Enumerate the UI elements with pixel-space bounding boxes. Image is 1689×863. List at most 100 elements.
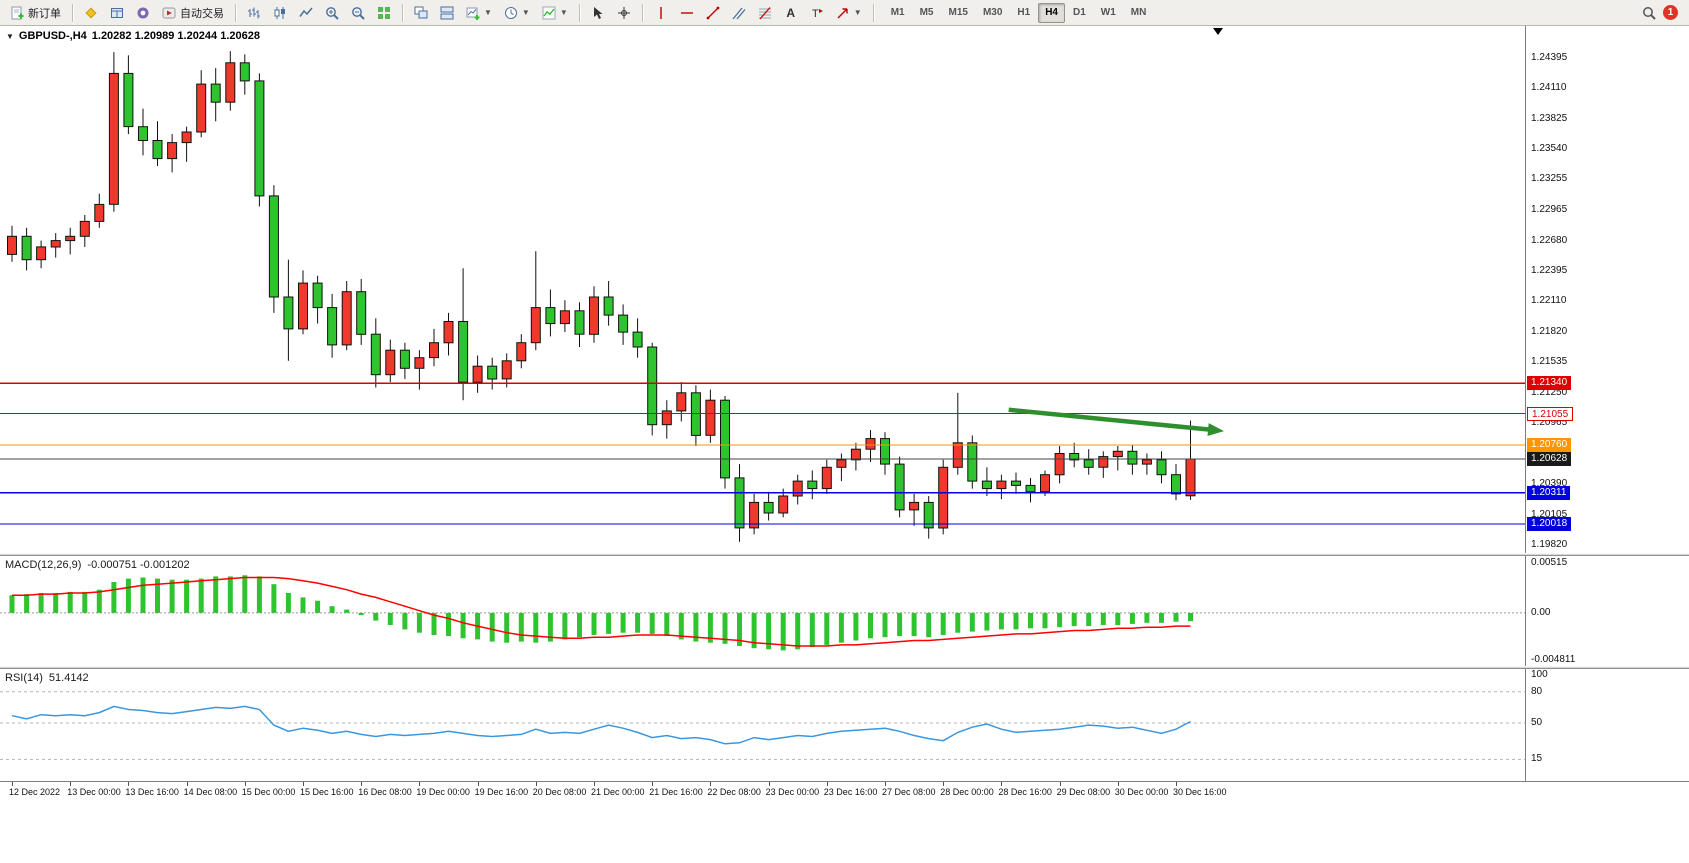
time-axis-label: 13 Dec 00:00 (67, 787, 121, 797)
horizontal-line-button[interactable] (675, 2, 699, 24)
main-chart-panel[interactable]: ▼ GBPUSD-,H4 1.20282 1.20989 1.20244 1.2… (0, 26, 1525, 553)
time-axis-label: 16 Dec 08:00 (358, 787, 412, 797)
time-axis-label: 21 Dec 00:00 (591, 787, 645, 797)
chart-ohlc-values: 1.20282 1.20989 1.20244 1.20628 (91, 30, 260, 42)
time-axis-label: 15 Dec 16:00 (300, 787, 354, 797)
time-axis-label: 14 Dec 08:00 (183, 787, 238, 797)
zoom-out-icon (351, 6, 365, 20)
bar-chart-button[interactable] (242, 2, 266, 24)
time-axis-tick (885, 782, 886, 786)
rsi-panel[interactable]: RSI(14) 51.4142 (0, 669, 1525, 781)
symbol-dropdown-icon[interactable]: ▼ (6, 31, 14, 41)
rsi-indicator-name: RSI(14) (5, 672, 43, 684)
channel-icon (732, 6, 746, 20)
new-chart-icon (466, 6, 480, 20)
time-axis-label: 30 Dec 00:00 (1114, 787, 1169, 797)
fibonacci-icon (758, 6, 772, 20)
timeframe-h1-button[interactable]: H1 (1017, 7, 1031, 18)
timeframe-w1-button[interactable]: W1 (1100, 7, 1116, 18)
new-chart-button[interactable]: ▼ (461, 2, 497, 24)
price-axis[interactable]: 1.24395 1.24110 1.23825 1.23540 1.23255 1.229… (1525, 26, 1689, 781)
candlestick-chart-button[interactable] (268, 2, 292, 24)
time-axis-label: 13 Dec 16:00 (125, 787, 179, 797)
time-axis-label: 28 Dec 00:00 (940, 787, 994, 797)
indicators-button[interactable]: ▼ (537, 2, 573, 24)
text-button[interactable]: A (786, 5, 796, 20)
indicators-icon (542, 6, 556, 20)
macd-panel[interactable]: MACD(12,26,9) -0.000751 -0.001202 (0, 556, 1525, 666)
periods-button[interactable]: ▼ (499, 2, 535, 24)
timeframe-m5-button[interactable]: M5 (919, 7, 934, 18)
time-axis-label: 30 Dec 16:00 (1173, 787, 1227, 797)
zoom-out-button[interactable] (346, 2, 370, 24)
rsi-label-row: RSI(14) 51.4142 (5, 672, 89, 684)
time-axis-label: 15 Dec 00:00 (241, 787, 296, 797)
tile-windows-icon (377, 6, 391, 20)
text-label-button[interactable]: T (805, 2, 829, 24)
time-axis-tick (419, 782, 421, 786)
time-axis-tick (303, 782, 304, 786)
tile-horizontal-icon (440, 6, 454, 20)
cursor-button[interactable] (586, 2, 610, 24)
macd-axis-label: -0.004811 (1531, 654, 1576, 665)
autotrading-label: 自动交易 (180, 7, 224, 20)
time-axis-tick (826, 782, 828, 786)
notification-badge[interactable]: 1 (1663, 5, 1678, 20)
horizontal-line-icon (680, 6, 694, 20)
zoom-in-button[interactable] (320, 2, 344, 24)
strategy-tester-button[interactable] (105, 2, 129, 24)
candlestick-chart[interactable] (0, 26, 1525, 553)
toolbar-separator (72, 3, 73, 22)
time-axis-tick (1001, 782, 1003, 786)
metaeditor-button[interactable] (79, 2, 103, 24)
time-axis-tick (1117, 782, 1119, 786)
chart-title: ▼ GBPUSD-,H4 1.20282 1.20989 1.20244 1.2… (6, 30, 260, 42)
cascade-windows-button[interactable] (409, 2, 433, 24)
toolbar-separator (402, 3, 403, 22)
timeframe-mn-button[interactable]: MN (1130, 7, 1147, 18)
panel-splitter[interactable] (0, 666, 1689, 669)
autotrading-button[interactable]: 自动交易 (157, 2, 229, 24)
timeframe-m15-button[interactable]: M15 (948, 7, 968, 18)
price-axis-label: 1.23825 (1531, 112, 1568, 124)
timeframe-h4-button[interactable]: H4 (1038, 2, 1065, 23)
time-axis-label: 12 Dec 2022 (9, 787, 61, 797)
tile-horizontal-button[interactable] (435, 2, 459, 24)
macd-values: -0.000751 -0.001202 (87, 559, 190, 571)
trendline-button[interactable] (701, 2, 725, 24)
rsi-chart[interactable] (0, 669, 1525, 781)
rsi-axis-label: 15 (1531, 753, 1543, 765)
price-axis-label: 1.21535 (1531, 356, 1568, 368)
vertical-line-button[interactable] (649, 2, 673, 24)
search-button[interactable] (1637, 2, 1661, 24)
arrows-button[interactable]: ▼ (831, 2, 867, 24)
new-order-button[interactable]: 新订单 (5, 2, 66, 24)
macd-chart[interactable] (0, 556, 1525, 666)
fibonacci-button[interactable] (753, 2, 777, 24)
line-chart-button[interactable] (294, 2, 318, 24)
time-axis-label: 22 Dec 08:00 (707, 787, 761, 797)
price-axis-label: 1.21250 (1531, 386, 1568, 398)
time-axis-tick (535, 782, 537, 786)
price-tag: 1.20760 (1527, 437, 1572, 452)
tile-windows-button[interactable] (372, 2, 396, 24)
timeframe-m30-button[interactable]: M30 (982, 7, 1003, 18)
channel-button[interactable] (727, 2, 751, 24)
rsi-value: 51.4142 (48, 672, 89, 684)
new-order-icon (10, 6, 24, 20)
time-axis-tick (244, 782, 246, 786)
time-axis-tick (768, 782, 770, 786)
time-axis-tick (652, 782, 654, 786)
crosshair-button[interactable] (612, 2, 636, 24)
time-axis[interactable]: 12 Dec 2022 13 Dec 00:00 13 Dec 16:00 14 De… (0, 781, 1689, 801)
time-axis-tick (1059, 782, 1061, 786)
community-button[interactable] (131, 2, 155, 24)
time-axis-label: 20 Dec 08:00 (532, 787, 587, 797)
timeframe-m1-button[interactable]: M1 (890, 7, 905, 18)
chart-shift-marker[interactable] (1213, 28, 1223, 35)
trendline-icon (706, 6, 720, 20)
timeframe-d1-button[interactable]: D1 (1073, 7, 1086, 18)
time-axis-tick (70, 782, 72, 786)
panel-splitter[interactable] (0, 553, 1689, 556)
